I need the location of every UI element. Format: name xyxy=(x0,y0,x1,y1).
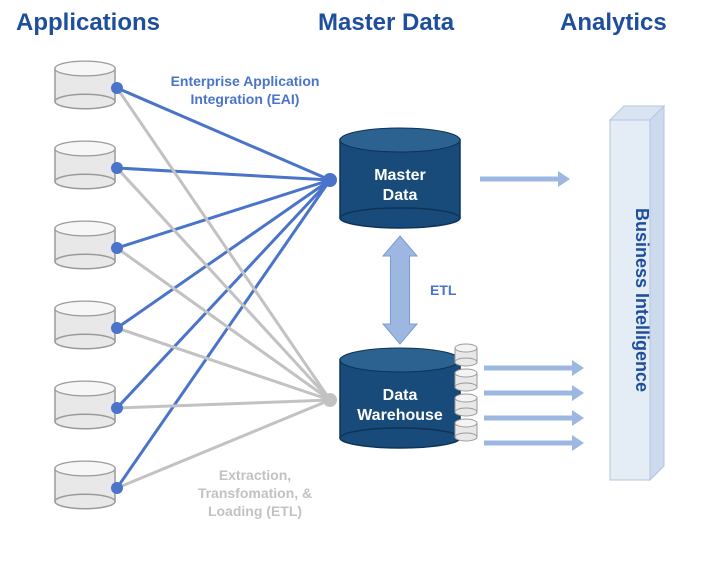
node-app-5 xyxy=(111,402,123,414)
eai-label-2: Integration (EAI) xyxy=(191,91,300,107)
arrow-warehouse-to-bi-1 xyxy=(484,360,584,376)
bi-label: Business Intelligence xyxy=(632,208,652,392)
edge-app6-to-master xyxy=(117,180,330,488)
header-master-data: Master Data xyxy=(318,9,455,36)
app-db-6 xyxy=(55,461,115,508)
node-app-2 xyxy=(111,162,123,174)
hub-master xyxy=(323,173,337,187)
eai-label-1: Enterprise Application xyxy=(171,73,320,89)
master-data-label-2: Data xyxy=(383,187,418,204)
node-app-4 xyxy=(111,322,123,334)
master-data-label-1: Master xyxy=(374,167,426,184)
node-app-1 xyxy=(111,82,123,94)
app-db-3 xyxy=(55,221,115,268)
arrow-warehouse-to-bi-4 xyxy=(484,435,584,451)
etl-long-label-1: Extraction, xyxy=(219,467,291,483)
node-app-6 xyxy=(111,482,123,494)
app-db-4 xyxy=(55,301,115,348)
hub-warehouse xyxy=(323,393,337,407)
warehouse-label-2: Warehouse xyxy=(357,407,443,424)
etl-long-label-3: Loading (ETL) xyxy=(208,503,302,519)
etl-long-label-2: Transfomation, & xyxy=(198,485,312,501)
edge-app2-to-master xyxy=(117,168,330,180)
warehouse-label-1: Data xyxy=(383,387,418,404)
edge-app5-to-warehouse xyxy=(117,400,330,408)
app-db-5 xyxy=(55,381,115,428)
app-db-2 xyxy=(55,141,115,188)
arrow-warehouse-to-bi-2 xyxy=(484,385,584,401)
arrow-warehouse-to-bi-3 xyxy=(484,410,584,426)
header-applications: Applications xyxy=(16,9,160,36)
app-db-1 xyxy=(55,61,115,108)
header-analytics: Analytics xyxy=(560,9,667,36)
etl-label: ETL xyxy=(430,282,457,298)
arrow-master-to-bi xyxy=(480,171,570,187)
etl-double-arrow xyxy=(383,236,417,344)
node-app-3 xyxy=(111,242,123,254)
edge-app3-to-warehouse xyxy=(117,248,330,400)
